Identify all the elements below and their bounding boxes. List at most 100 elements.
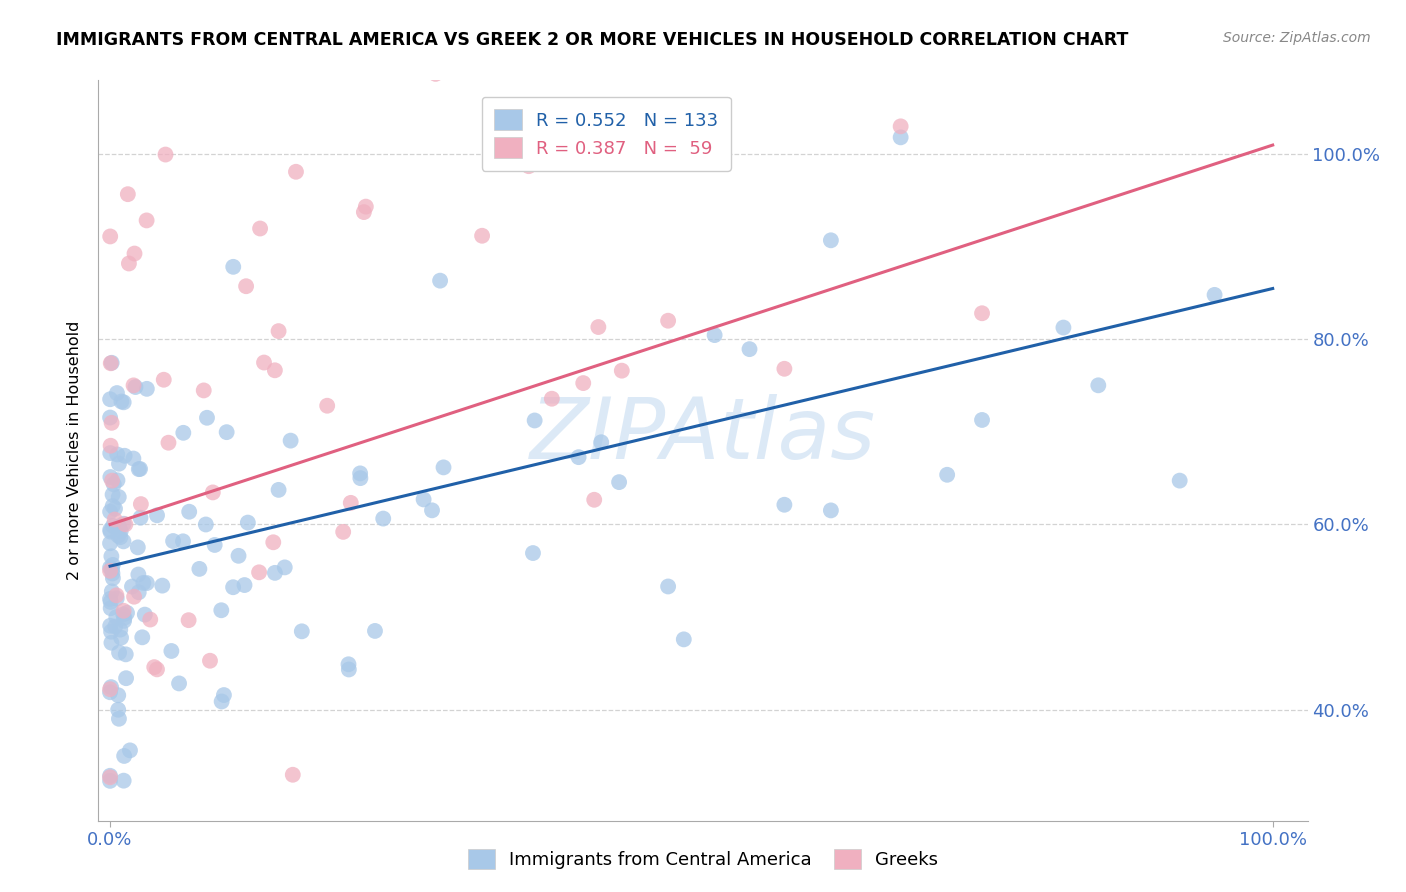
Point bbox=[253, 355, 276, 369]
Point bbox=[100, 416, 122, 430]
Point bbox=[98, 536, 121, 550]
Point bbox=[114, 517, 136, 532]
Point bbox=[522, 546, 544, 560]
Point bbox=[212, 688, 235, 702]
Point bbox=[215, 425, 238, 439]
Point bbox=[103, 477, 125, 491]
Point bbox=[134, 607, 156, 622]
Point bbox=[267, 324, 290, 338]
Point bbox=[160, 644, 183, 658]
Point bbox=[104, 501, 127, 516]
Point bbox=[353, 205, 375, 219]
Point bbox=[132, 855, 155, 869]
Point bbox=[152, 373, 174, 387]
Point bbox=[523, 413, 546, 427]
Point bbox=[98, 773, 121, 788]
Point bbox=[820, 503, 842, 517]
Point bbox=[110, 394, 132, 409]
Point bbox=[247, 566, 270, 580]
Point bbox=[820, 233, 842, 247]
Point bbox=[128, 462, 150, 476]
Point bbox=[101, 571, 124, 585]
Point bbox=[1204, 288, 1226, 302]
Point bbox=[105, 447, 128, 461]
Text: IMMIGRANTS FROM CENTRAL AMERICA VS GREEK 2 OR MORE VEHICLES IN HOUSEHOLD CORRELA: IMMIGRANTS FROM CENTRAL AMERICA VS GREEK… bbox=[56, 31, 1129, 49]
Point bbox=[108, 457, 131, 471]
Point bbox=[112, 395, 135, 409]
Point bbox=[101, 563, 124, 577]
Point bbox=[420, 503, 443, 517]
Legend: Immigrants from Central America, Greeks: Immigrants from Central America, Greeks bbox=[458, 839, 948, 879]
Point bbox=[100, 356, 122, 370]
Point bbox=[890, 120, 912, 134]
Point bbox=[107, 473, 129, 487]
Text: ZIPAtlas: ZIPAtlas bbox=[530, 394, 876, 477]
Point bbox=[124, 246, 146, 260]
Point bbox=[373, 511, 395, 525]
Point bbox=[936, 467, 959, 482]
Point bbox=[100, 356, 122, 370]
Point bbox=[127, 541, 149, 555]
Point bbox=[107, 490, 129, 504]
Point bbox=[100, 549, 122, 564]
Point bbox=[274, 560, 297, 574]
Point bbox=[100, 595, 122, 609]
Point bbox=[291, 624, 314, 639]
Point bbox=[100, 624, 122, 639]
Point bbox=[568, 450, 591, 465]
Point bbox=[204, 538, 226, 552]
Point bbox=[349, 467, 371, 481]
Point bbox=[100, 601, 122, 615]
Point bbox=[471, 228, 494, 243]
Point bbox=[118, 256, 141, 270]
Point bbox=[588, 320, 610, 334]
Point bbox=[121, 580, 143, 594]
Point bbox=[194, 517, 217, 532]
Point bbox=[146, 508, 169, 523]
Point bbox=[105, 386, 128, 401]
Y-axis label: 2 or more Vehicles in Household: 2 or more Vehicles in Household bbox=[67, 321, 83, 580]
Point bbox=[118, 743, 141, 757]
Point bbox=[263, 363, 285, 377]
Point bbox=[143, 660, 166, 674]
Point bbox=[211, 694, 233, 708]
Point bbox=[98, 619, 121, 633]
Point bbox=[412, 492, 434, 507]
Point bbox=[236, 516, 259, 530]
Point bbox=[105, 610, 128, 624]
Point bbox=[100, 524, 122, 539]
Point bbox=[112, 604, 135, 618]
Point bbox=[429, 274, 451, 288]
Point bbox=[98, 770, 121, 784]
Point bbox=[112, 607, 135, 622]
Point bbox=[135, 576, 157, 591]
Point bbox=[425, 67, 447, 81]
Point bbox=[107, 688, 129, 702]
Point bbox=[105, 591, 128, 606]
Point bbox=[132, 576, 155, 591]
Point bbox=[349, 471, 371, 485]
Point bbox=[337, 657, 360, 672]
Point bbox=[98, 523, 121, 537]
Point bbox=[100, 439, 122, 453]
Point bbox=[146, 662, 169, 676]
Point bbox=[267, 483, 290, 497]
Point bbox=[98, 685, 121, 699]
Point bbox=[316, 399, 339, 413]
Point bbox=[209, 603, 232, 617]
Point bbox=[177, 613, 200, 627]
Point bbox=[112, 748, 135, 763]
Point bbox=[108, 646, 131, 660]
Text: Source: ZipAtlas.com: Source: ZipAtlas.com bbox=[1223, 31, 1371, 45]
Point bbox=[112, 614, 135, 628]
Point bbox=[155, 147, 177, 161]
Point bbox=[610, 364, 633, 378]
Point bbox=[172, 425, 194, 440]
Point bbox=[572, 376, 595, 390]
Point bbox=[101, 499, 124, 513]
Legend: R = 0.552   N = 133, R = 0.387   N =  59: R = 0.552 N = 133, R = 0.387 N = 59 bbox=[482, 96, 731, 171]
Point bbox=[101, 487, 124, 501]
Point bbox=[672, 632, 695, 647]
Point bbox=[337, 663, 360, 677]
Point bbox=[124, 380, 146, 394]
